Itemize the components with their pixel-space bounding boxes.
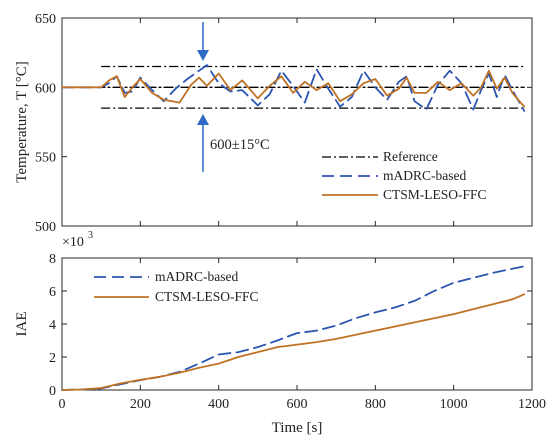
bottom-legend: mADRC-based CTSM-LESO-FFC (94, 269, 259, 304)
x-tick-label: 400 (208, 397, 229, 412)
arrow-bottom-head (197, 114, 209, 125)
y-tick-label: 600 (35, 81, 56, 96)
tolerance-arrows (197, 22, 209, 172)
x-axis-label: Time [s] (272, 420, 323, 436)
top-series-group (61, 64, 526, 112)
y-multiplier-exponent: 3 (88, 230, 93, 241)
bottom-panel: 0 2 4 6 8 0 200 400 600 800 1000 1200 IAE Time [s]… (14, 230, 546, 436)
y-tick-label: 650 (35, 12, 56, 27)
y-tick-label: 6 (49, 285, 56, 300)
y-multiplier-base: ×10 (62, 235, 84, 250)
y-tick-label: 500 (35, 220, 56, 235)
y-multiplier: ×10 3 (62, 230, 93, 250)
top-legend: Reference mADRC-based CTSM-LESO-FFC (322, 149, 487, 202)
y-tick-label: 0 (49, 384, 56, 399)
arrow-top-head (197, 50, 209, 61)
tolerance-band (101, 65, 525, 109)
y-tick-label: 2 (49, 351, 56, 366)
legend-label-reference: Reference (383, 149, 438, 164)
legend-label-madrc: mADRC-based (383, 168, 466, 183)
bottom-x-axis: 0 200 400 600 800 1000 1200 (59, 258, 546, 412)
x-tick-label: 200 (130, 397, 151, 412)
y-tick-label: 4 (49, 318, 56, 333)
series-line-ctsm-leso-ffc (61, 293, 526, 391)
x-tick-label: 1200 (518, 397, 546, 412)
y-tick-label: 8 (49, 252, 56, 267)
top-y-axis-label: Temperature, T [°C] (14, 61, 30, 182)
y-tick-label: 550 (35, 151, 56, 166)
tolerance-annotation: 600±15°C (210, 137, 270, 153)
bottom-y-axis-label: IAE (14, 312, 30, 337)
bottom-plot-area (61, 257, 533, 391)
bottom-series-group (61, 265, 526, 391)
top-plot-area (61, 17, 533, 227)
x-tick-label: 600 (287, 397, 308, 412)
x-tick-label: 1000 (440, 397, 468, 412)
bottom-y-axis: 0 2 4 6 8 (49, 252, 532, 399)
legend-label-ctsm-bottom: CTSM-LESO-FFC (155, 289, 259, 304)
series-line-ctsm-leso-ffc (61, 69, 526, 108)
x-tick-label: 800 (365, 397, 386, 412)
legend-label-madrc-bottom: mADRC-based (155, 269, 238, 284)
legend-label-ctsm: CTSM-LESO-FFC (383, 187, 487, 202)
x-tick-label: 0 (59, 397, 66, 412)
top-panel: 500 550 600 650 Temperature, T [°C] 600±15°… (14, 12, 533, 235)
